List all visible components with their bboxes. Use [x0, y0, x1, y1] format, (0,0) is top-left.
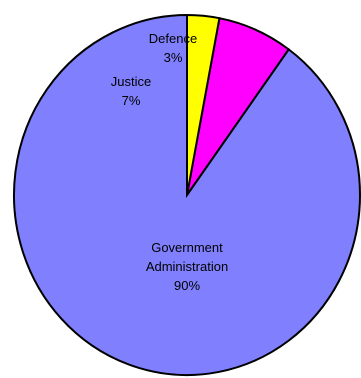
pie-label-justice: Justice 7%	[111, 74, 151, 108]
pie-percent-label: 7%	[122, 93, 141, 108]
pie-percent-label: 90%	[174, 278, 200, 293]
pie-category-label: Administration	[146, 259, 228, 274]
pie-category-label: Defence	[149, 31, 197, 46]
pie-category-label: Government	[151, 240, 223, 255]
pie-label-defence: Defence 3%	[149, 31, 197, 65]
pie-labels: Government Administration 90% Justice 7% Defe…	[111, 31, 228, 293]
pie-percent-label: 3%	[164, 50, 183, 65]
pie-slice-defence	[186, 13, 221, 196]
pie-category-label: Justice	[111, 74, 151, 89]
pie-slices	[13, 13, 361, 376]
pie-label-government-administration: Government Administration 90%	[146, 240, 228, 293]
